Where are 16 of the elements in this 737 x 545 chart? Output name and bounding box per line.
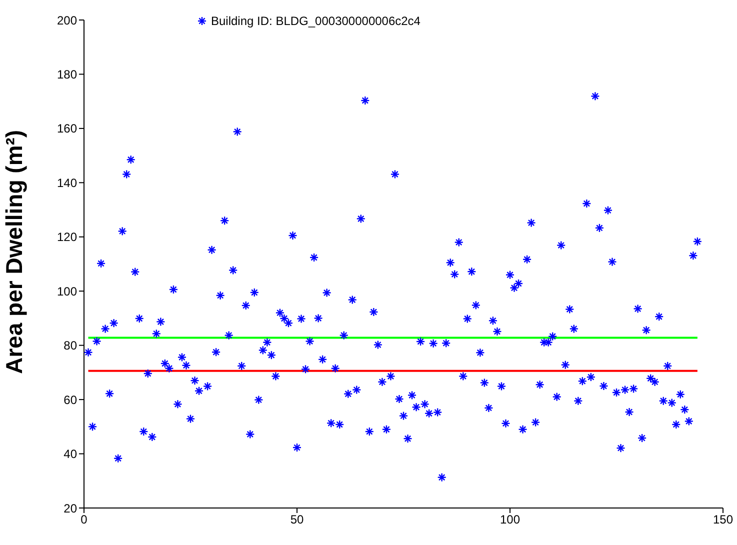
y-tick-label: 120 [56, 230, 78, 244]
y-axis-title: Area per Dwelling (m²) [1, 130, 28, 374]
y-tick-label: 80 [64, 338, 78, 353]
y-tick-label: 160 [56, 122, 78, 136]
x-tick-label: 100 [500, 512, 520, 527]
y-tick-label: 180 [56, 67, 78, 82]
y-tick-label: 60 [64, 392, 78, 407]
y-tick-label: 140 [56, 176, 78, 190]
x-tick-label: 50 [290, 512, 304, 527]
x-tick-label: 150 [712, 512, 734, 527]
y-tick-label: 40 [64, 447, 78, 462]
x-tick-label: 0 [80, 512, 88, 527]
legend-label: Building ID: BLDG_000300000006c2c4 [211, 14, 420, 28]
y-tick-label: 200 [56, 13, 78, 28]
y-tick-label: 20 [64, 501, 78, 516]
y-tick-label: 100 [56, 284, 78, 298]
